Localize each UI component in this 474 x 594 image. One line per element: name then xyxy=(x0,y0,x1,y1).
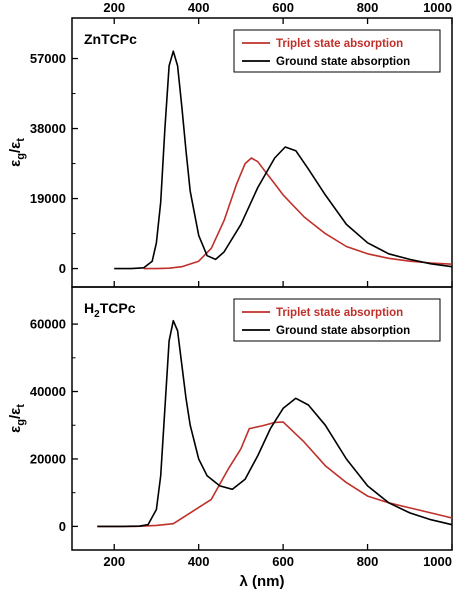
top-x-tick-label: 600 xyxy=(272,0,294,15)
y-tick-label: 40000 xyxy=(30,384,66,399)
series-line-ground xyxy=(97,319,453,528)
y-tick-label: 38000 xyxy=(30,121,66,136)
y-tick-label: 60000 xyxy=(30,317,66,332)
y-axis-title: εg/εt xyxy=(7,404,27,433)
y-tick-label: 19000 xyxy=(30,191,66,206)
legend-box xyxy=(233,29,441,73)
legend: Triplet state absorption Ground state abs… xyxy=(233,29,441,73)
y-tick-label: 20000 xyxy=(30,451,66,466)
panel-label: ZnTCPc xyxy=(84,31,137,47)
legend-entry: Ground state absorption xyxy=(276,56,410,68)
y-tick-label: 57000 xyxy=(30,51,66,66)
series-line-triplet xyxy=(97,421,453,528)
top-x-tick-label: 400 xyxy=(188,0,210,15)
y-tick-label: 0 xyxy=(59,261,66,276)
series-line-triplet xyxy=(143,157,453,270)
y-axis-title: εg/εt xyxy=(7,138,27,167)
x-tick-label: 800 xyxy=(357,554,379,569)
series-line-ground xyxy=(114,50,453,270)
top-x-tick-label: 200 xyxy=(103,0,125,15)
x-tick-label: 600 xyxy=(272,554,294,569)
legend-entry: Triplet state absorption xyxy=(276,38,403,50)
panel-label: H2TCPc xyxy=(84,300,136,320)
legend-entry: Ground state absorption xyxy=(276,325,410,337)
x-tick-label: 400 xyxy=(188,554,210,569)
legend-box xyxy=(233,298,441,342)
y-tick-label: 0 xyxy=(59,519,66,534)
top-x-tick-label: 1000 xyxy=(423,0,452,15)
plot-frame xyxy=(71,286,453,551)
x-tick-label: 200 xyxy=(103,554,125,569)
top-x-tick-label: 800 xyxy=(357,0,379,15)
legend: Triplet state absorption Ground state abs… xyxy=(233,298,441,342)
x-axis-title: λ (nm) xyxy=(240,573,285,590)
legend-entry: Triplet state absorption xyxy=(276,307,403,319)
panel-1: 0 19000 38000 57000 εg/εt ZnTCPc Triplet state… xyxy=(7,17,453,288)
panel-2: 0 20000 40000 60000 200 400 600 800 1000 εg/εt H2T… xyxy=(7,286,453,569)
x-tick-label: 1000 xyxy=(423,554,452,569)
